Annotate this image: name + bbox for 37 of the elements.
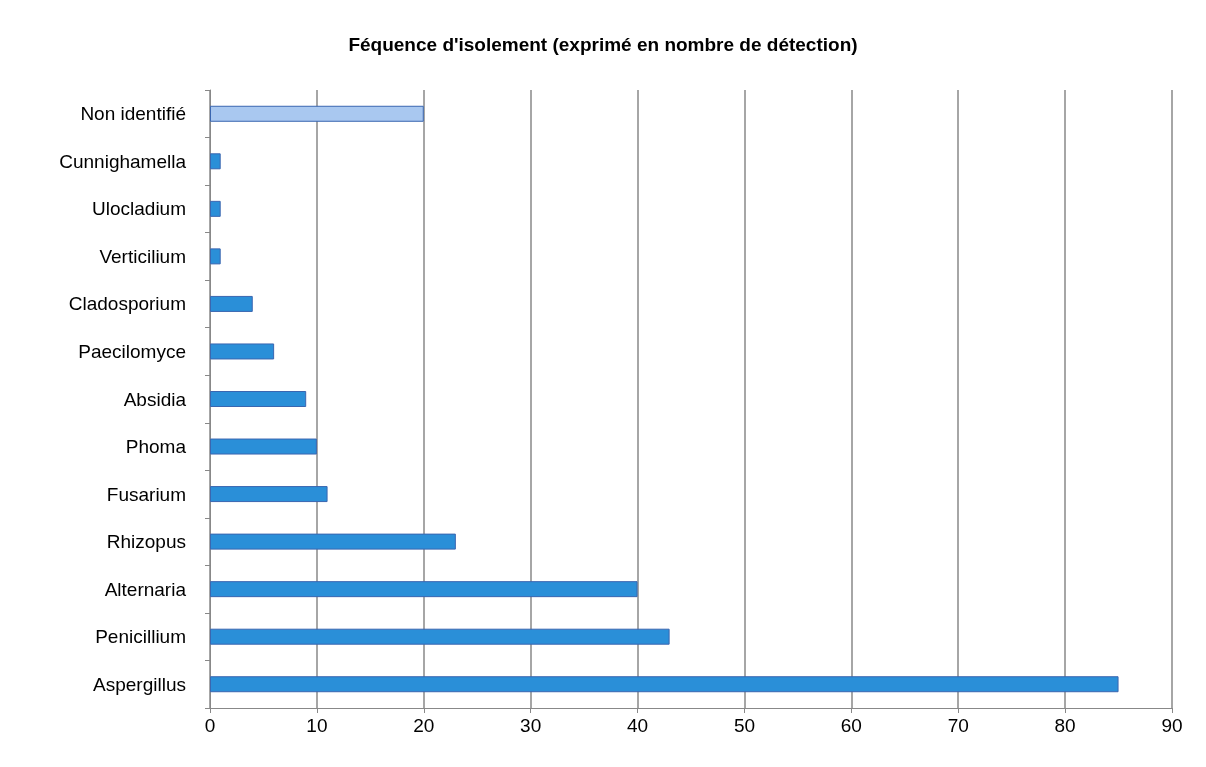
chart-title: Féquence d'isolement (exprimé en nombre de détection) <box>348 34 858 55</box>
x-tick-label: 0 <box>204 715 216 736</box>
x-tick-label: 90 <box>1161 715 1183 736</box>
x-tick-label: 10 <box>306 715 328 736</box>
y-tick-label: Absidia <box>123 388 187 410</box>
bar <box>210 628 670 645</box>
bar <box>210 105 424 122</box>
bar <box>210 200 221 217</box>
x-tick-label: 30 <box>520 715 542 736</box>
y-tick-label: Cunnighamella <box>59 150 187 172</box>
y-tick-label: Phoma <box>125 436 187 458</box>
y-tick-label: Ulocladium <box>92 198 186 220</box>
y-tick-label: Verticilium <box>99 245 186 267</box>
x-tick-label: 50 <box>733 715 756 736</box>
bar <box>210 391 307 407</box>
bar <box>210 486 328 503</box>
y-tick-label: Rhizopus <box>106 531 186 553</box>
bar <box>210 343 275 360</box>
y-tick-label: Alternaria <box>104 578 187 600</box>
bar <box>210 153 221 170</box>
x-tick-label: 70 <box>947 715 969 736</box>
y-tick-label: Non identifié <box>80 103 186 125</box>
y-tick-label: Cladosporium <box>68 293 186 315</box>
x-tick-label: 60 <box>840 715 862 736</box>
y-tick-label: Aspergillus <box>93 673 186 695</box>
y-tick-label: Paecilomyce <box>78 340 186 362</box>
x-tick-label: 80 <box>1054 715 1076 736</box>
bar <box>210 533 456 550</box>
bar <box>210 581 638 598</box>
y-tick-label: Penicillium <box>95 626 186 648</box>
x-tick-label: 40 <box>626 715 649 736</box>
x-tick-label: 20 <box>413 715 435 736</box>
bar <box>210 248 221 265</box>
bar <box>210 295 253 312</box>
bar <box>210 676 1119 693</box>
y-tick-label: Fusarium <box>106 483 186 505</box>
bar <box>210 438 317 455</box>
